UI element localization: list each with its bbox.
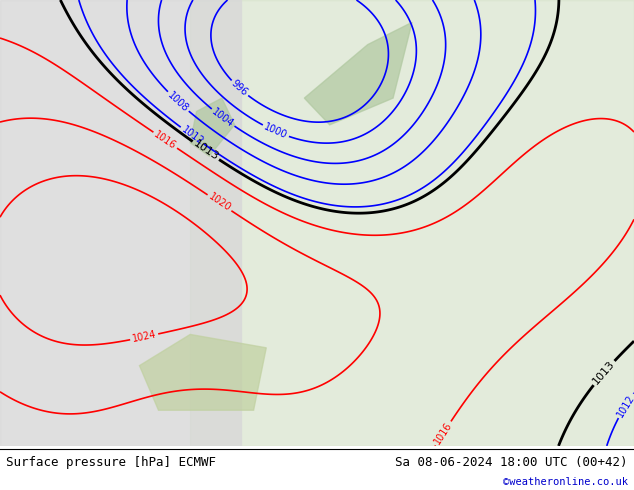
Polygon shape: [190, 0, 634, 446]
Text: 1012: 1012: [179, 124, 205, 147]
Text: 1016: 1016: [432, 420, 454, 446]
Text: Sa 08-06-2024 18:00 UTC (00+42): Sa 08-06-2024 18:00 UTC (00+42): [395, 456, 628, 469]
Text: 1020: 1020: [207, 192, 233, 214]
Text: 1013: 1013: [591, 359, 617, 387]
Text: 1024: 1024: [131, 329, 157, 344]
Polygon shape: [190, 98, 235, 156]
Text: Surface pressure [hPa] ECMWF: Surface pressure [hPa] ECMWF: [6, 456, 216, 469]
Polygon shape: [304, 22, 412, 125]
Text: 1004: 1004: [210, 106, 236, 129]
Text: 1000: 1000: [262, 122, 289, 141]
Text: 996: 996: [230, 78, 250, 98]
Text: ©weatheronline.co.uk: ©weatheronline.co.uk: [503, 477, 628, 487]
Polygon shape: [139, 334, 266, 410]
Text: 1008: 1008: [165, 90, 190, 114]
Text: 1012: 1012: [615, 392, 634, 419]
Text: 1013: 1013: [191, 139, 220, 163]
Polygon shape: [0, 0, 241, 446]
Text: 1016: 1016: [152, 129, 178, 151]
